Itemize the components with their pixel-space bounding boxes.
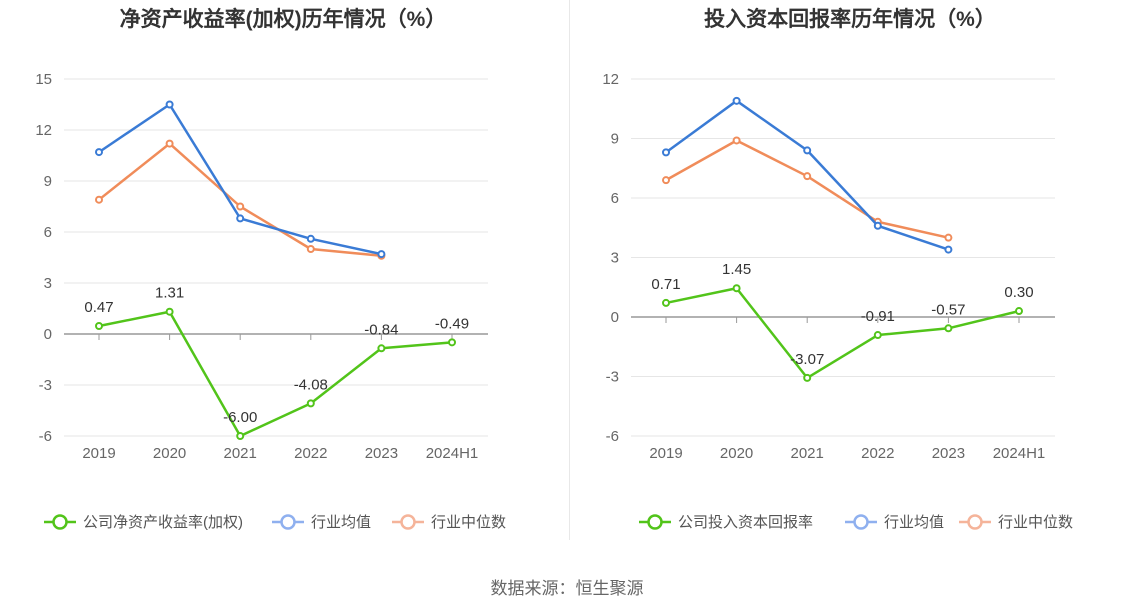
chart-title: 净资产收益率(加权)历年情况（%） [120, 7, 447, 31]
company-series-point [377, 344, 386, 353]
y-tick-label: -6 [606, 428, 619, 445]
industry-median-series-point [944, 233, 953, 242]
legend-industry-median-marker [400, 514, 416, 530]
legend-industry-avg-label: 行业均值 [311, 514, 371, 531]
x-tick-label: 2021 [791, 445, 824, 462]
x-tick-label: 2019 [82, 445, 115, 462]
data-label: -3.07 [790, 351, 824, 368]
legend-industry-median-label: 行业中位数 [998, 514, 1073, 531]
y-tick-label: 15 [35, 71, 52, 88]
y-tick-label: 12 [602, 71, 619, 88]
x-tick-label: 2024H1 [993, 445, 1046, 462]
data-label: -0.57 [931, 301, 965, 318]
data-label: -0.49 [435, 315, 469, 332]
legend-company-marker [647, 514, 663, 530]
y-tick-label: 3 [44, 275, 52, 292]
company-series-point [803, 373, 812, 382]
industry-avg-series-point [873, 221, 882, 230]
legend-company-label: 公司投入资本回报率 [678, 514, 813, 531]
industry-avg-series-point [95, 148, 103, 157]
industry-median-series-point [95, 195, 103, 204]
company-series-point [236, 432, 245, 440]
y-tick-label: -3 [606, 369, 619, 386]
legend-industry-avg-label: 行业均值 [884, 514, 944, 531]
industry-median-series-point [803, 172, 812, 181]
x-tick-label: 2024H1 [426, 445, 479, 462]
industry-median-series-point [662, 176, 670, 185]
industry-median-series-point [306, 245, 315, 253]
company-series-line [665, 286, 1020, 380]
industry-avg-series-point [165, 100, 174, 109]
data-label: -4.08 [294, 376, 328, 393]
legend-industry-avg-marker [853, 514, 869, 530]
data-label: 1.31 [155, 285, 184, 302]
y-tick-label: 0 [611, 309, 619, 326]
company-series-point [165, 307, 174, 316]
panel-divider [569, 0, 570, 540]
roe-chart-panel: 净资产收益率(加权)历年情况（%） 15 12 9 6 3 0 -3 -6 2019 2020 202… [0, 0, 567, 560]
x-tick-label: 2020 [720, 445, 753, 462]
roic-chart-panel: 投入资本回报率历年情况（%） 12 9 6 3 0 -3 -6 2019 2020 2021 2022… [567, 0, 1134, 560]
y-tick-label: 3 [611, 250, 619, 267]
company-series-point [732, 284, 741, 293]
industry-median-series-line [98, 142, 382, 258]
x-tick-label: 2023 [932, 445, 965, 462]
roic-chart: 投入资本回报率历年情况（%） 12 9 6 3 0 -3 -6 2019 2020 2021 2022… [602, 7, 1073, 531]
company-series-point [944, 324, 953, 333]
legend-company-label: 公司净资产收益率(加权) [83, 514, 243, 531]
data-label: 0.71 [651, 276, 680, 293]
x-tick-label: 2023 [365, 445, 398, 462]
company-series-point [306, 399, 315, 408]
y-tick-label: 9 [611, 131, 619, 148]
y-tick-label: 0 [44, 326, 52, 343]
x-tick-label: 2021 [224, 445, 257, 462]
company-series-point [95, 322, 103, 331]
data-label: 1.45 [722, 261, 751, 278]
industry-median-series-point [732, 136, 741, 145]
data-source-label: 数据来源：恒生聚源 [490, 579, 644, 598]
industry-median-series-point [165, 139, 174, 148]
data-label: -0.84 [364, 321, 398, 338]
industry-avg-series-point [732, 96, 741, 105]
chart-title: 投入资本回报率历年情况（%） [704, 7, 996, 31]
data-label: 0.30 [1004, 284, 1033, 301]
legend-industry-median-marker [967, 514, 983, 530]
company-series-point [662, 298, 670, 307]
industry-avg-series-point [306, 234, 315, 243]
legend-industry-median-label: 行业中位数 [431, 514, 506, 531]
company-series-point [1015, 307, 1023, 316]
x-tick-label: 2019 [649, 445, 682, 462]
y-tick-label: 6 [44, 224, 52, 241]
x-tick-label: 2022 [861, 445, 894, 462]
industry-avg-series-point [236, 214, 245, 223]
industry-avg-series-point [662, 148, 670, 157]
company-series-point [873, 331, 882, 340]
industry-median-series-line [665, 139, 949, 239]
company-series-line [98, 310, 453, 438]
industry-avg-series-point [377, 250, 386, 259]
y-tick-label: -3 [39, 377, 52, 394]
company-series-point [448, 338, 456, 347]
data-label: -6.00 [223, 409, 257, 426]
industry-median-series-point [236, 202, 245, 211]
data-label: -0.91 [861, 308, 895, 325]
legend-industry-avg-marker [280, 514, 296, 530]
industry-avg-series-point [944, 245, 953, 254]
x-tick-label: 2020 [153, 445, 186, 462]
y-tick-label: -6 [39, 428, 52, 445]
x-tick-label: 2022 [294, 445, 327, 462]
legend-company-marker [52, 514, 68, 530]
roe-chart: 净资产收益率(加权)历年情况（%） 15 12 9 6 3 0 -3 -6 2019 2020 202… [35, 7, 506, 531]
data-label: 0.47 [84, 299, 113, 316]
y-tick-label: 12 [35, 122, 52, 139]
y-tick-label: 6 [611, 190, 619, 207]
industry-avg-series-point [803, 146, 812, 155]
y-tick-label: 9 [44, 173, 52, 190]
